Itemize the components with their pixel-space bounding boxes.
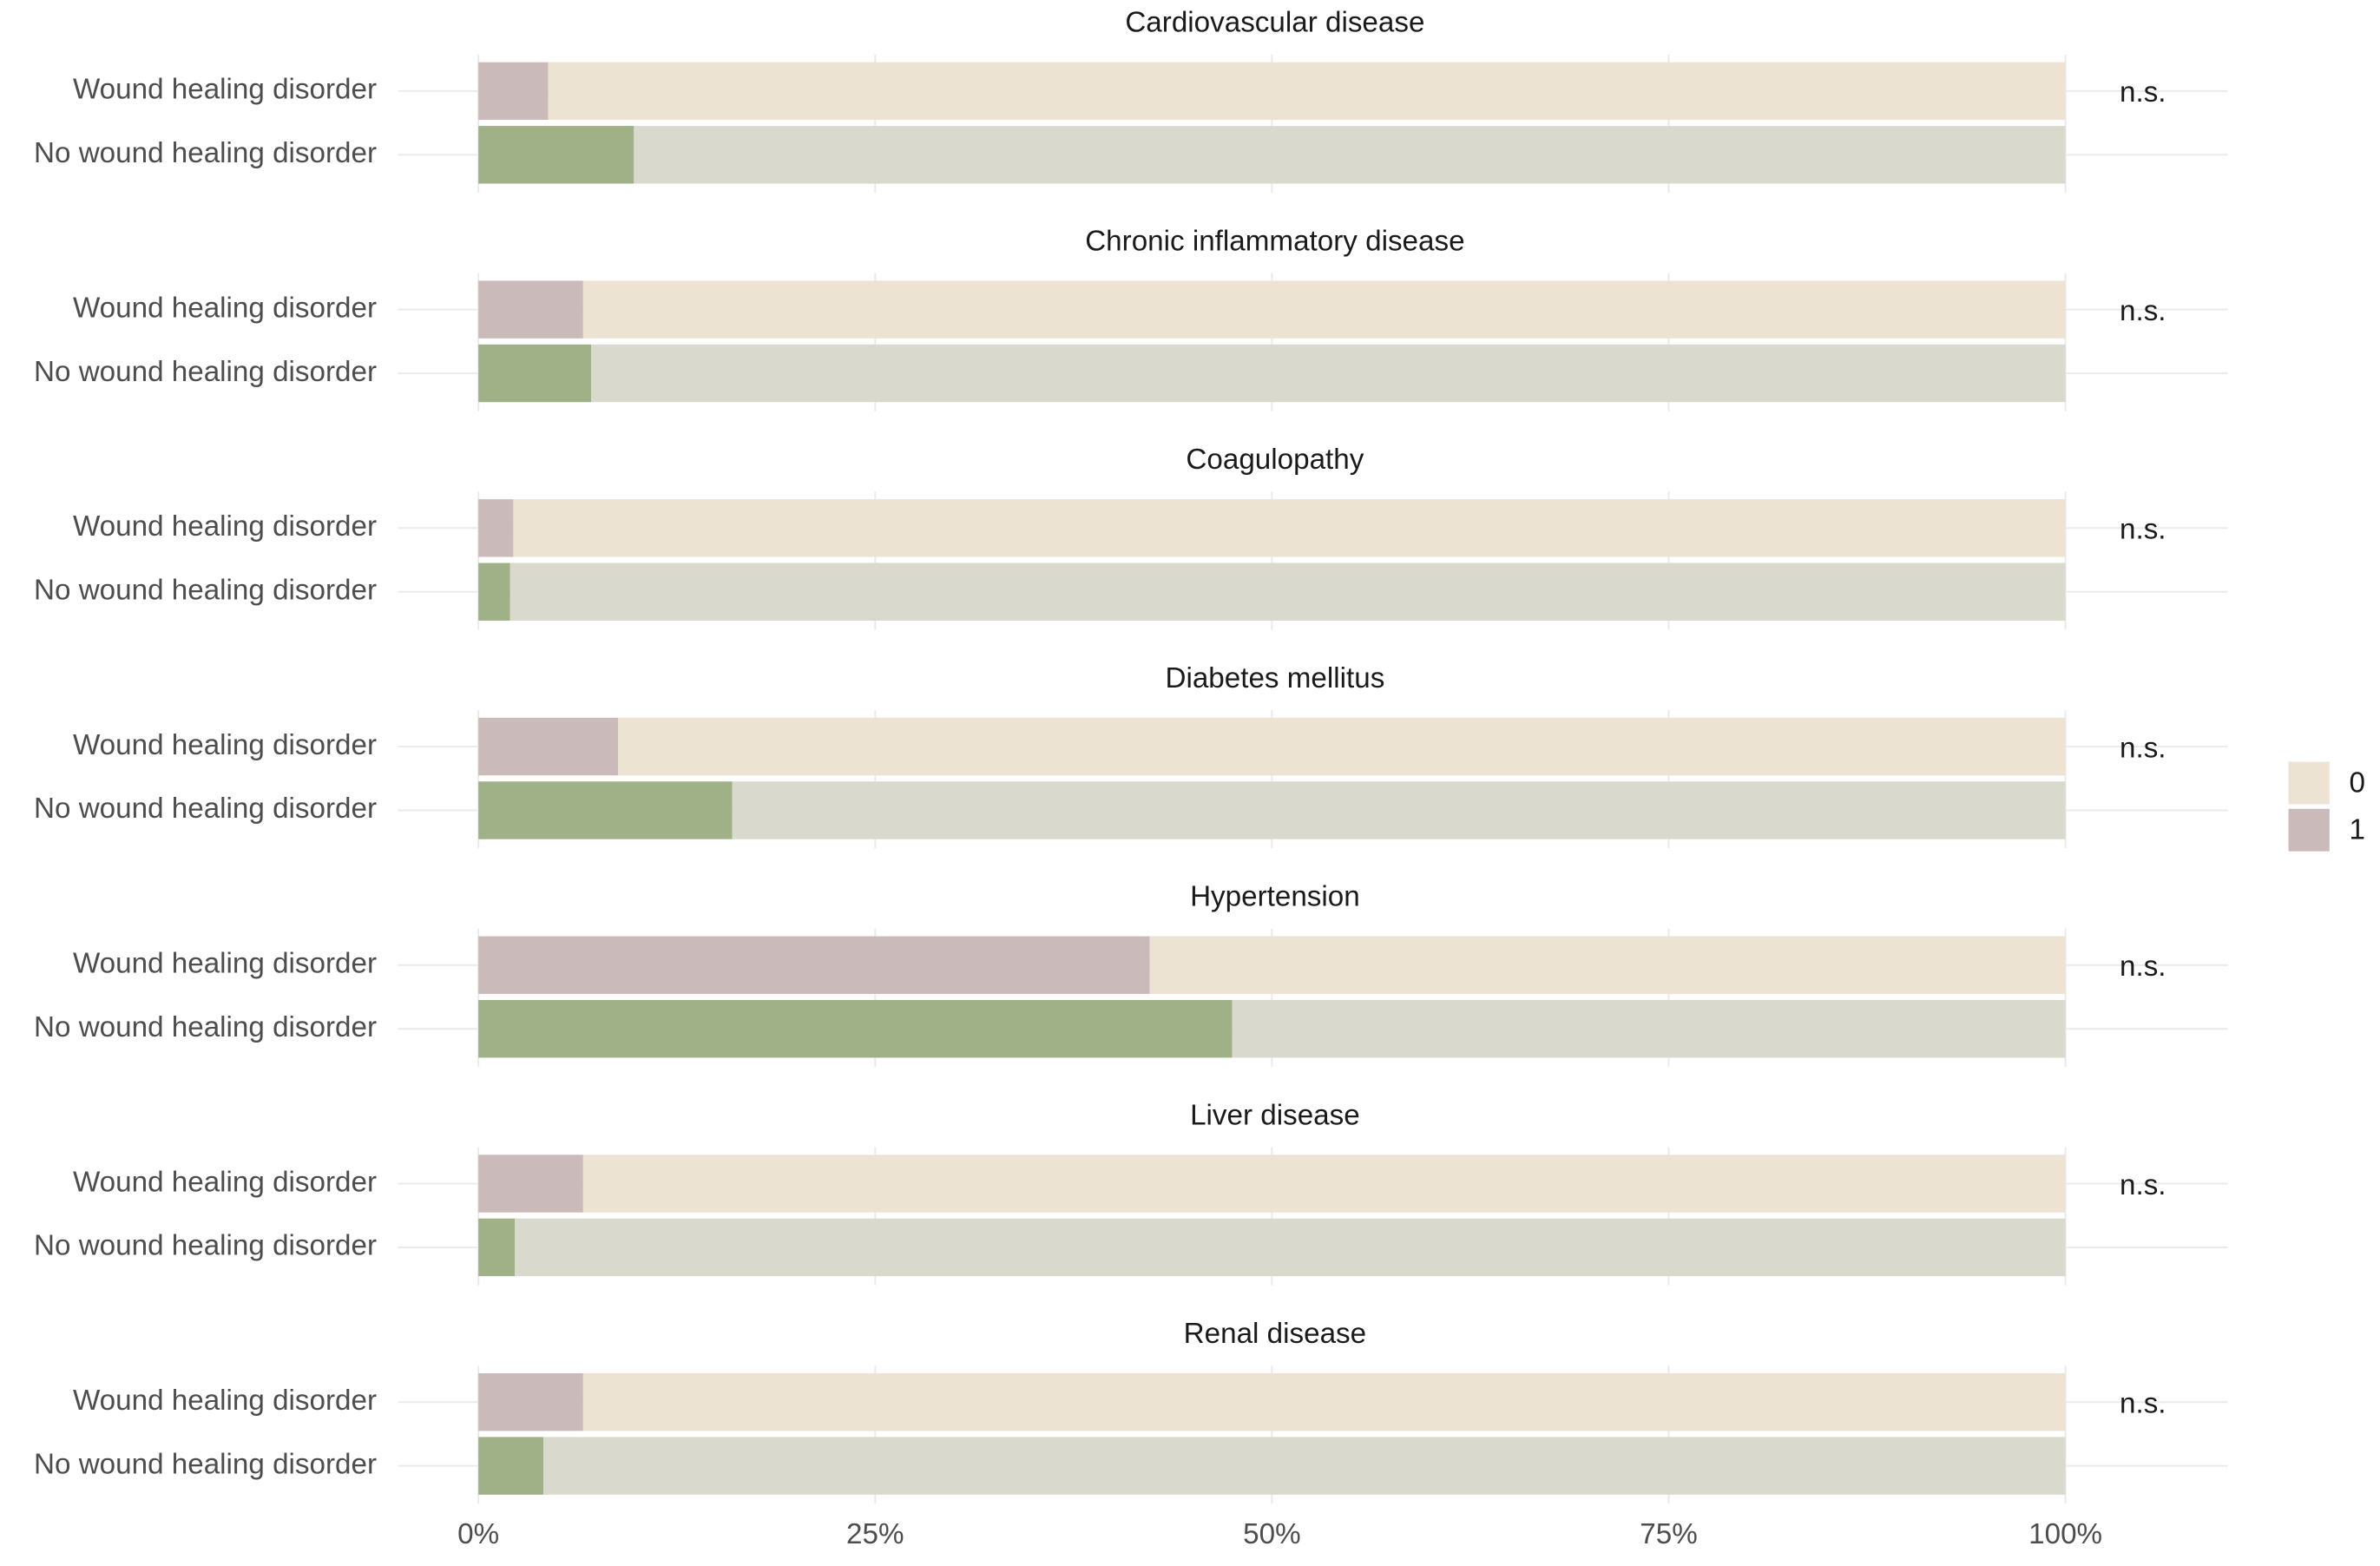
y-tick-label: Wound healing disorder: [73, 510, 377, 543]
bar-segment: [590, 344, 2066, 403]
facet-title: Liver disease: [1190, 1099, 1360, 1131]
y-tick-label: Wound healing disorder: [73, 729, 377, 761]
bar-segment: [1232, 999, 2066, 1058]
y-tick-label: No wound healing disorder: [34, 793, 377, 825]
bar-segment: [478, 781, 733, 839]
facet-title: Renal disease: [1184, 1318, 1366, 1350]
x-tick-label: 100%: [2028, 1518, 2102, 1550]
bar-segment: [510, 563, 2066, 621]
bar-segment: [582, 280, 2066, 339]
bar-segment: [582, 1155, 2066, 1213]
x-tick-label: 50%: [1243, 1518, 1300, 1550]
bar-segment: [618, 717, 2066, 776]
bar-segment: [478, 1372, 583, 1431]
bar-segment: [478, 62, 549, 121]
facet-title: Diabetes mellitus: [1165, 662, 1384, 694]
annotation: n.s.: [2120, 1387, 2166, 1419]
facet-title: Cardiovascular disease: [1125, 7, 1424, 39]
annotation: n.s.: [2120, 514, 2166, 546]
y-tick-label: Wound healing disorder: [73, 292, 377, 324]
annotation: n.s.: [2120, 295, 2166, 327]
y-tick-label: No wound healing disorder: [34, 1230, 377, 1262]
x-tick-label: 25%: [846, 1518, 904, 1550]
facet-title: Hypertension: [1190, 881, 1360, 913]
y-tick-label: No wound healing disorder: [34, 1011, 377, 1043]
y-tick-label: No wound healing disorder: [34, 356, 377, 388]
bar-segment: [478, 1437, 544, 1495]
y-tick-label: No wound healing disorder: [34, 137, 377, 169]
y-tick-label: No wound healing disorder: [34, 1448, 377, 1480]
bar-segment: [478, 563, 510, 621]
legend-swatch: [2288, 808, 2330, 852]
bar-segment: [478, 126, 634, 184]
y-tick-label: Wound healing disorder: [73, 1166, 377, 1198]
bar-segment: [543, 1437, 2066, 1495]
annotation: n.s.: [2120, 76, 2166, 109]
bar-segment: [515, 1218, 2066, 1277]
bar-segment: [634, 126, 2066, 184]
y-tick-label: Wound healing disorder: [73, 1385, 377, 1417]
bar-segment: [478, 1218, 516, 1277]
x-tick-label: 75%: [1640, 1518, 1697, 1550]
bar-segment: [1149, 936, 2066, 994]
bar-segment: [513, 499, 2066, 557]
bar-segment: [478, 344, 591, 403]
bar-segment: [582, 1372, 2066, 1431]
annotation: n.s.: [2120, 1169, 2166, 1201]
y-tick-label: No wound healing disorder: [34, 575, 377, 607]
facet-title: Chronic inflammatory disease: [1085, 225, 1464, 257]
facet-title: Coagulopathy: [1186, 444, 1364, 476]
annotation: n.s.: [2120, 732, 2166, 764]
legend-label: 0: [2350, 767, 2365, 799]
bar-segment: [478, 280, 583, 339]
legend-label: 1: [2350, 814, 2365, 846]
bar-segment: [478, 1155, 583, 1213]
bar-segment: [478, 999, 1233, 1058]
bar-segment: [478, 499, 514, 557]
annotation: n.s.: [2120, 951, 2166, 983]
bar-segment: [478, 936, 1150, 994]
x-tick-label: 0%: [457, 1518, 499, 1550]
legend-swatch: [2288, 761, 2330, 805]
y-tick-label: Wound healing disorder: [73, 74, 377, 106]
bar-segment: [478, 717, 619, 776]
bar-segment: [548, 62, 2066, 121]
y-tick-label: Wound healing disorder: [73, 948, 377, 980]
bar-segment: [732, 781, 2066, 839]
